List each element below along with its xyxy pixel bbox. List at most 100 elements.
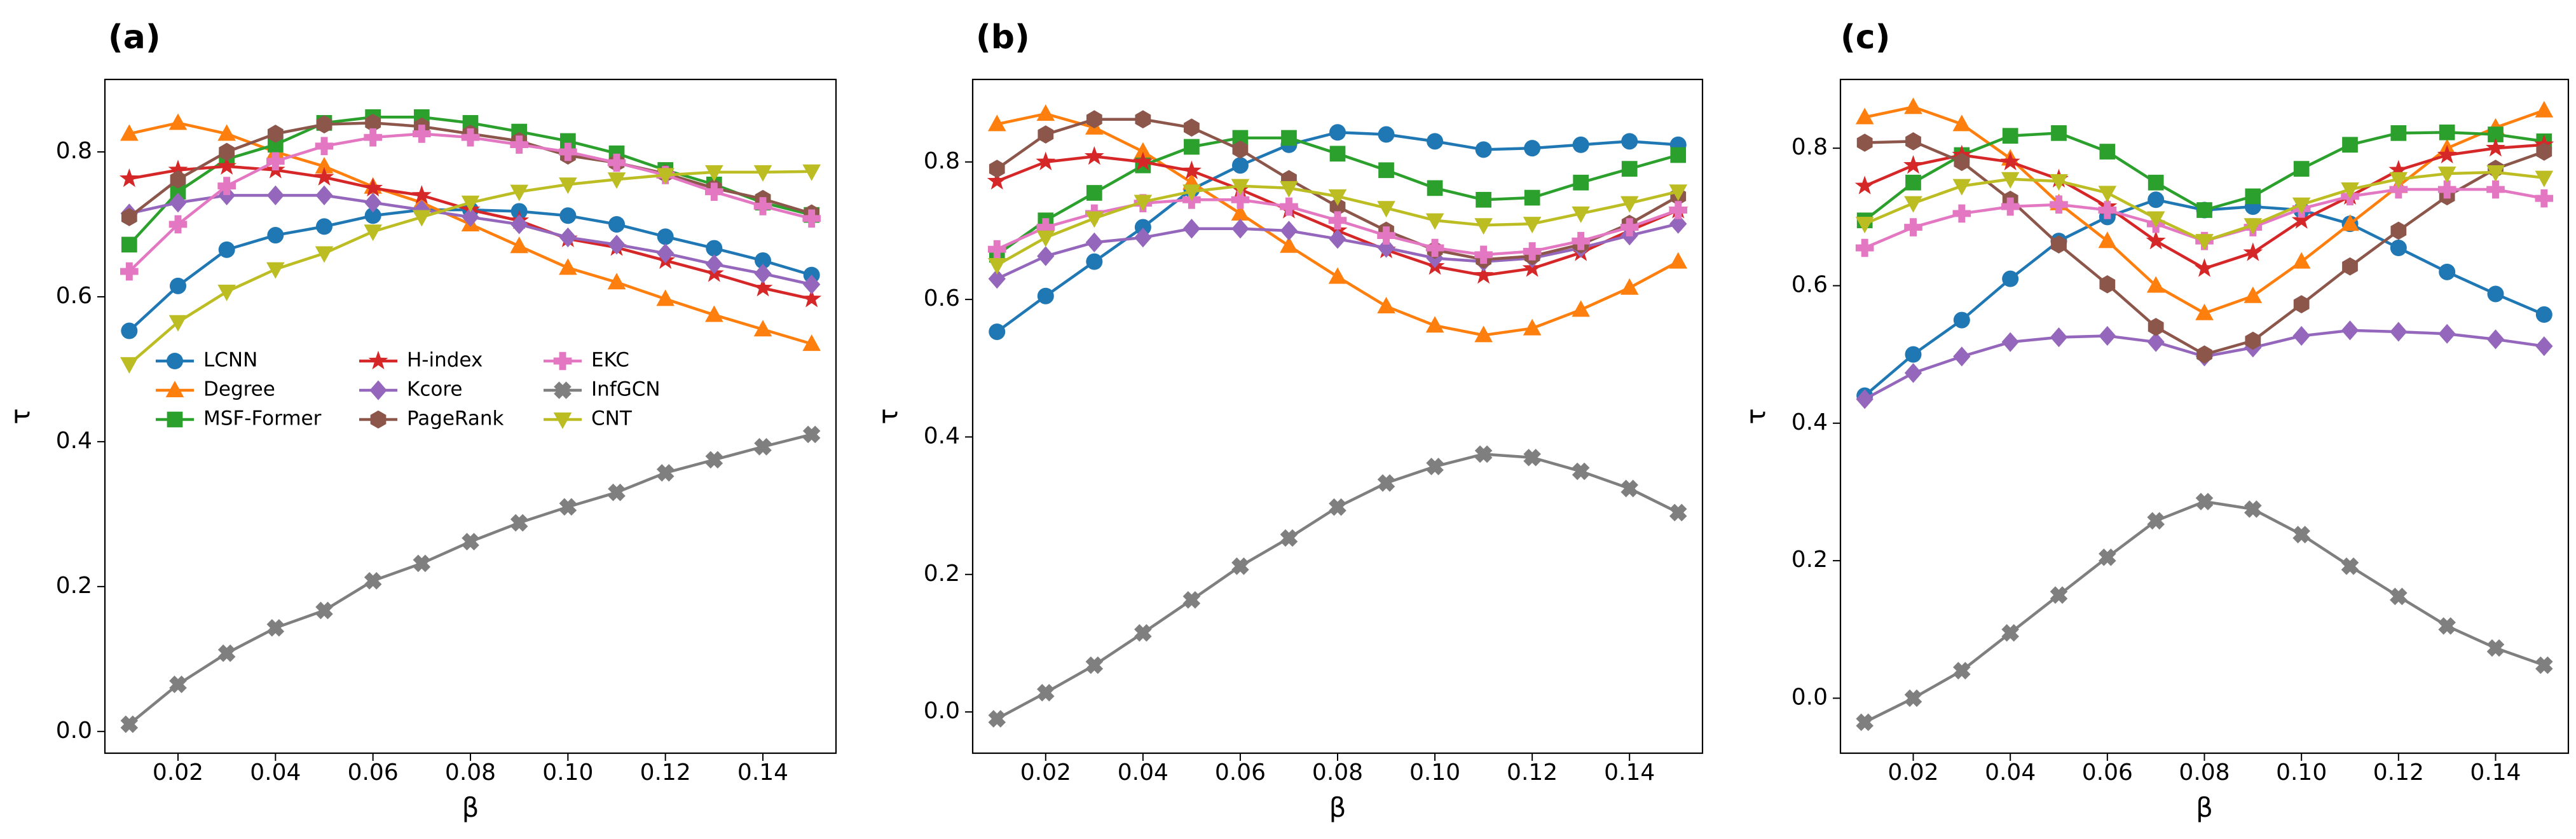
data-point — [2486, 639, 2505, 657]
data-point — [2438, 617, 2456, 635]
data-point — [2147, 332, 2165, 352]
x-tick-label: 0.10 — [2276, 760, 2327, 786]
series-kcore — [1856, 320, 2553, 409]
data-point — [1036, 104, 1055, 121]
data-point — [754, 438, 772, 456]
data-point — [121, 236, 137, 253]
data-point — [2341, 320, 2359, 341]
series-infgcn — [1856, 493, 2553, 732]
data-point — [1328, 267, 1347, 284]
y-tick-label: 0.4 — [56, 428, 92, 454]
data-point — [802, 425, 821, 444]
data-point — [1856, 389, 1874, 409]
y-tick-label: 0.0 — [924, 698, 960, 724]
data-point — [1904, 689, 1922, 707]
data-point — [2147, 512, 2165, 530]
data-point — [2341, 214, 2359, 231]
panel-label: (c) — [1840, 18, 1890, 57]
data-point — [1904, 363, 1922, 383]
data-point — [1621, 161, 1638, 177]
data-point — [168, 160, 188, 179]
data-point — [656, 464, 675, 482]
legend-label: CNT — [591, 407, 633, 430]
data-point — [2000, 151, 2020, 170]
data-point — [1856, 713, 1874, 732]
data-point — [365, 114, 381, 132]
data-point — [1378, 126, 1395, 143]
data-point — [315, 137, 334, 156]
data-point — [802, 334, 821, 351]
data-point — [2099, 548, 2116, 566]
data-point — [2244, 500, 2262, 518]
data-point — [1855, 217, 1874, 234]
data-point — [2342, 257, 2358, 276]
data-point — [1855, 238, 1874, 257]
data-point — [705, 254, 723, 275]
data-point — [2001, 172, 2020, 189]
data-point — [364, 128, 382, 147]
data-point — [1669, 214, 1687, 234]
data-point — [316, 115, 332, 133]
data-point — [2390, 587, 2408, 606]
data-point — [2390, 125, 2407, 141]
data-point — [1620, 196, 1639, 213]
data-point — [2437, 180, 2456, 199]
data-point — [2050, 327, 2068, 348]
legend-marker — [554, 381, 572, 399]
data-point — [315, 246, 334, 263]
panel-label: (a) — [108, 18, 161, 57]
data-point — [510, 214, 528, 235]
data-point — [2244, 286, 2263, 303]
data-point — [987, 257, 1006, 275]
data-point — [2244, 218, 2263, 235]
data-point — [988, 710, 1006, 728]
data-point — [1134, 228, 1152, 248]
data-point — [2245, 188, 2261, 205]
data-point — [1476, 191, 1491, 208]
data-point — [1231, 557, 1249, 575]
y-tick-label: 0.6 — [924, 285, 960, 311]
data-point — [2486, 329, 2505, 350]
data-point — [2535, 189, 2554, 208]
data-point — [168, 215, 188, 234]
series-ekc — [120, 125, 821, 281]
data-point — [218, 241, 235, 258]
x-tick-label: 0.02 — [1020, 760, 1071, 786]
data-point — [1474, 245, 1493, 264]
data-point — [607, 153, 626, 172]
data-point — [120, 124, 139, 141]
data-point — [989, 323, 1006, 340]
data-point — [2438, 324, 2456, 344]
y-axis-label: τ — [873, 408, 904, 424]
data-point — [2536, 142, 2552, 161]
data-point — [1904, 97, 1922, 114]
data-point — [413, 125, 431, 143]
data-point — [2243, 242, 2263, 261]
x-axis-label: β — [1329, 792, 1346, 823]
data-point — [2342, 137, 2358, 153]
data-point — [802, 164, 821, 181]
legend-label: PageRank — [407, 407, 504, 430]
data-point — [170, 170, 186, 189]
data-point — [1904, 218, 1922, 236]
data-point — [1134, 142, 1153, 159]
legend-label: MSF-Former — [203, 407, 322, 430]
y-tick-label: 0.0 — [56, 718, 92, 744]
data-point — [1328, 189, 1347, 206]
data-point — [1280, 181, 1298, 198]
data-point — [266, 619, 285, 637]
data-point — [2437, 144, 2457, 164]
data-point — [120, 357, 139, 374]
x-tick-label: 0.02 — [1887, 760, 1938, 786]
legend-marker — [165, 381, 184, 398]
data-point — [988, 269, 1006, 289]
data-point — [2099, 275, 2116, 294]
data-point — [2535, 100, 2554, 118]
data-point — [1182, 219, 1201, 239]
x-tick-label: 0.14 — [737, 760, 788, 786]
data-point — [1084, 146, 1104, 165]
data-point — [1572, 462, 1590, 481]
legend-item-infgcn: InfGCN — [544, 378, 661, 401]
data-point — [364, 207, 381, 224]
series-msf-former — [1856, 124, 2552, 229]
